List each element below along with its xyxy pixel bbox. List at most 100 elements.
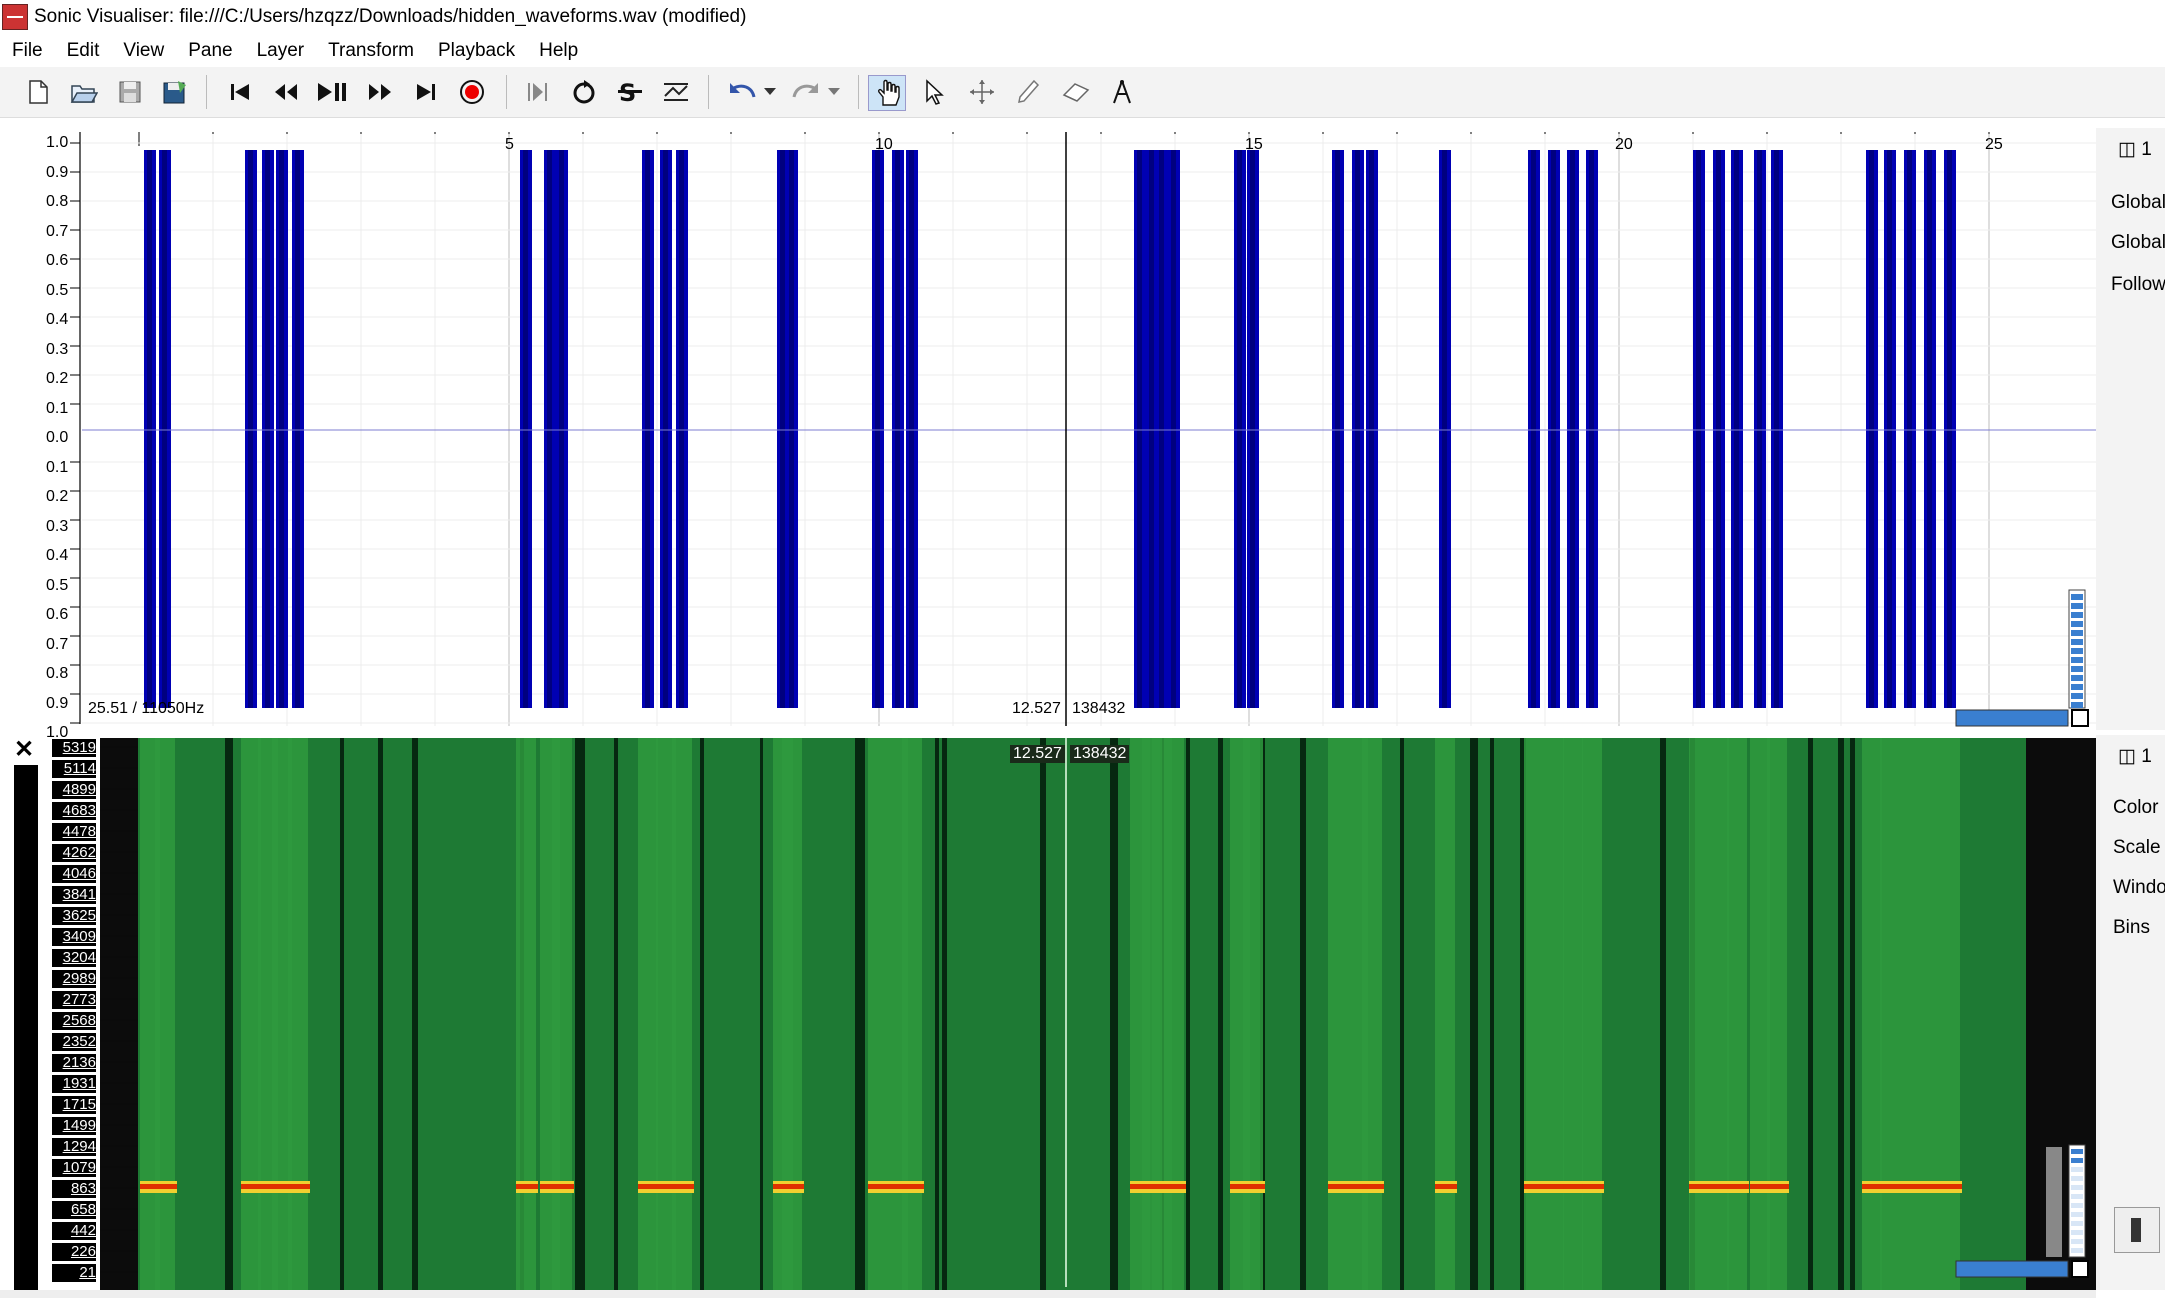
tone-line bbox=[258, 1184, 280, 1189]
spectrogram-dark-band bbox=[1808, 738, 1813, 1290]
redo-icon[interactable] bbox=[788, 75, 824, 109]
spectrogram-energy-band bbox=[272, 738, 292, 1290]
spectrogram-dark-band bbox=[1300, 738, 1306, 1290]
waveform-burst-core bbox=[295, 150, 300, 708]
vu-segment bbox=[2071, 693, 2083, 699]
erase-tool-icon[interactable] bbox=[1058, 75, 1094, 109]
spectrogram-energy-band bbox=[656, 738, 676, 1290]
vu-segment bbox=[2071, 657, 2083, 663]
amplitude-label: 0.2 bbox=[46, 370, 69, 387]
pane-tab-number: 1 bbox=[2141, 746, 2152, 767]
undo-menu-icon[interactable] bbox=[760, 75, 780, 109]
tone-line bbox=[1230, 1184, 1252, 1189]
spectrogram-energy-band bbox=[241, 738, 261, 1290]
spectrogram-dark-band bbox=[700, 738, 704, 1290]
waveform-layer-panel: ◫ 1 Global Global Follow bbox=[2096, 128, 2165, 730]
spectrogram-dark-band bbox=[412, 738, 418, 1290]
tone-line bbox=[288, 1184, 310, 1189]
play-pause-icon[interactable] bbox=[314, 75, 350, 109]
frequency-label: 2568 bbox=[52, 1012, 96, 1030]
select-tool-icon[interactable] bbox=[916, 75, 952, 109]
spectrogram-dark-band bbox=[614, 738, 618, 1290]
navigate-tool-icon[interactable] bbox=[868, 75, 906, 111]
scroll-track[interactable] bbox=[0, 1290, 2096, 1298]
frequency-label: 2773 bbox=[52, 991, 96, 1009]
spectrogram-view[interactable] bbox=[0, 735, 2096, 1290]
vu-segment bbox=[2071, 1176, 2083, 1181]
waveform-burst-core bbox=[523, 150, 528, 708]
spectrogram-energy-band bbox=[1689, 738, 1709, 1290]
pane-tab-icon: ◫ bbox=[2118, 746, 2142, 767]
frequency-label: 863 bbox=[52, 1180, 96, 1198]
rewind-icon[interactable] bbox=[268, 75, 304, 109]
pane-tab[interactable]: ◫ 1 bbox=[2118, 138, 2152, 161]
move-tool-icon[interactable] bbox=[964, 75, 1000, 109]
tone-line bbox=[1152, 1184, 1174, 1189]
close-pane-icon[interactable]: ✕ bbox=[14, 736, 35, 763]
save-file-icon[interactable] bbox=[112, 75, 148, 109]
vu-segment bbox=[2071, 648, 2083, 654]
new-file-icon[interactable] bbox=[20, 75, 56, 109]
loop-icon[interactable] bbox=[566, 75, 602, 109]
waveform-burst-core bbox=[1355, 150, 1360, 708]
menu-file[interactable]: File bbox=[12, 39, 43, 61]
spectrogram-energy-band bbox=[672, 738, 692, 1290]
panel-label-window: Windo bbox=[2113, 877, 2165, 898]
waveform-burst-core bbox=[1149, 150, 1154, 708]
spectrogram-energy-band bbox=[1880, 738, 1900, 1290]
spectrogram-energy-band bbox=[1727, 738, 1747, 1290]
redo-menu-icon[interactable] bbox=[824, 75, 844, 109]
open-file-icon[interactable] bbox=[66, 75, 102, 109]
layer-settings-button[interactable] bbox=[2114, 1207, 2160, 1253]
waveform-view[interactable] bbox=[0, 128, 2096, 730]
forward-end-icon[interactable] bbox=[408, 75, 444, 109]
amplitude-label: 0.1 bbox=[46, 458, 69, 476]
waveform-burst-core bbox=[663, 150, 668, 708]
amplitude-label: 0.7 bbox=[46, 635, 69, 653]
follow-playback-icon[interactable] bbox=[658, 75, 694, 109]
waveform-burst-core bbox=[1757, 150, 1762, 708]
tone-line bbox=[552, 1184, 574, 1189]
spectrogram-dark-band bbox=[1838, 738, 1844, 1290]
menu-transform[interactable]: Transform bbox=[328, 39, 414, 61]
vu-segment bbox=[2071, 1203, 2083, 1208]
waveform-burst-core bbox=[789, 150, 794, 708]
record-icon[interactable] bbox=[454, 75, 490, 109]
menu-help[interactable]: Help bbox=[539, 39, 579, 61]
tone-line bbox=[1435, 1184, 1457, 1189]
waveform-burst-core bbox=[1907, 150, 1912, 708]
frequency-label: 2352 bbox=[52, 1033, 96, 1051]
frequency-label: 4683 bbox=[52, 802, 96, 820]
tone-line bbox=[1880, 1184, 1902, 1189]
spectrogram-dark-band bbox=[1490, 738, 1494, 1290]
menu-bar: File Edit View Pane Layer Transform Play… bbox=[0, 34, 2165, 67]
menu-edit[interactable]: Edit bbox=[66, 39, 100, 61]
menu-layer[interactable]: Layer bbox=[256, 39, 305, 61]
gain-slider bbox=[2046, 1147, 2062, 1257]
spectrogram-energy-band bbox=[155, 738, 175, 1290]
vu-segment bbox=[2071, 639, 2083, 645]
amplitude-label-top: 1.0 bbox=[46, 134, 69, 151]
save-as-icon[interactable] bbox=[158, 75, 194, 109]
waveform-burst-core bbox=[895, 150, 900, 708]
rewind-start-icon[interactable] bbox=[222, 75, 258, 109]
fast-forward-icon[interactable] bbox=[362, 75, 398, 109]
solo-icon[interactable]: S bbox=[612, 75, 648, 109]
menu-playback[interactable]: Playback bbox=[438, 39, 516, 61]
play-selection-icon[interactable] bbox=[520, 75, 556, 109]
amplitude-label: 0.8 bbox=[46, 193, 69, 210]
frequency-label: 1079 bbox=[52, 1159, 96, 1177]
tone-line bbox=[140, 1184, 162, 1189]
undo-icon[interactable] bbox=[724, 75, 760, 109]
time-tick-label: 5 bbox=[505, 136, 514, 153]
vu-segment bbox=[2071, 1167, 2083, 1172]
pane-tab[interactable]: ◫ 1 bbox=[2118, 745, 2152, 768]
menu-pane[interactable]: Pane bbox=[188, 39, 233, 61]
time-tick-label: 10 bbox=[875, 136, 893, 153]
measure-tool-icon[interactable] bbox=[1104, 75, 1140, 109]
draw-tool-icon[interactable] bbox=[1010, 75, 1046, 109]
vu-segment bbox=[2071, 1212, 2083, 1217]
menu-view[interactable]: View bbox=[123, 39, 165, 61]
tone-line bbox=[1348, 1184, 1370, 1189]
frequency-label: 4899 bbox=[52, 781, 96, 799]
